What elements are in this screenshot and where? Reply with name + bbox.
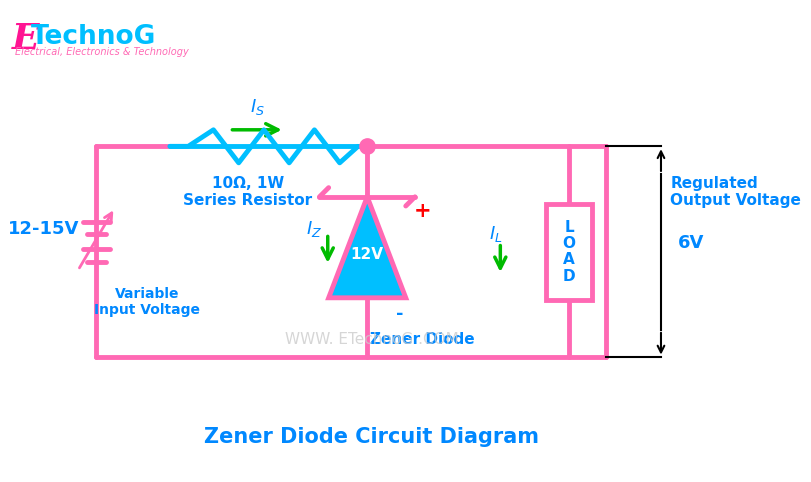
Polygon shape — [328, 197, 406, 298]
Text: E: E — [12, 22, 40, 56]
Text: +: + — [414, 201, 431, 221]
Text: $I_L$: $I_L$ — [489, 224, 503, 243]
Text: Regulated
Output Voltage: Regulated Output Voltage — [670, 176, 801, 208]
Text: Zener Diode Circuit Diagram: Zener Diode Circuit Diagram — [204, 428, 539, 447]
Text: 10Ω, 1W
Series Resistor: 10Ω, 1W Series Resistor — [183, 176, 312, 208]
Text: Electrical, Electronics & Technology: Electrical, Electronics & Technology — [15, 47, 188, 57]
Text: 12V: 12V — [350, 247, 384, 262]
Text: L
O
A
D: L O A D — [563, 220, 576, 284]
Text: Variable
Input Voltage: Variable Input Voltage — [94, 287, 200, 318]
Text: TechnoG: TechnoG — [31, 24, 157, 50]
Text: WWW. ETechnoG .COM: WWW. ETechnoG .COM — [285, 332, 459, 347]
FancyBboxPatch shape — [547, 204, 592, 300]
Text: 6V: 6V — [677, 234, 704, 252]
Text: -: - — [396, 305, 403, 323]
Text: $I_S$: $I_S$ — [250, 97, 264, 117]
Text: $I_Z$: $I_Z$ — [306, 219, 322, 239]
Text: Zener Diode: Zener Diode — [370, 332, 474, 347]
Text: 12-15V: 12-15V — [7, 220, 79, 238]
